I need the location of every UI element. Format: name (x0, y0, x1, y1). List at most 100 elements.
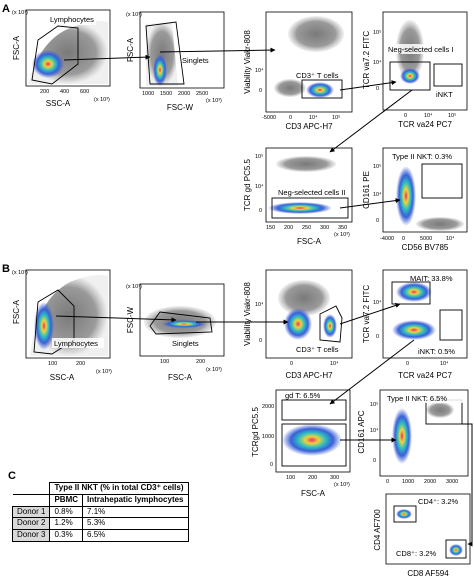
plot-a5: Neg-selected cells II 10⁵ 10⁴ 0 150 200 … (243, 147, 353, 246)
plot-a6-gate-label: Type II NKT: 0.3% (392, 152, 452, 161)
plot-b4-ylabel: TCR va7.2 FITC (362, 285, 371, 343)
plot-b1: Lymphocytes 100 200 (x 10³) (x 10³) SSC-… (12, 269, 112, 382)
plot-b5-ylabel: TCRgd PC5.5 (251, 407, 260, 457)
plot-b7-xlabel: CD8 AF594 (407, 569, 449, 578)
plot-a4: Neg-selected cells I iNKT 10⁵ 10⁴ 0 0 10… (362, 11, 468, 129)
plot-a6-xtick-0: -4000 (380, 236, 394, 242)
plot-b3-ylabel: Viability Viakr-808 (243, 282, 252, 346)
plot-b1-density-hot (34, 302, 54, 350)
arrow-b6-b7 (462, 423, 473, 547)
plot-a4-ylabel: TCR va7.2 FITC (362, 31, 371, 89)
plot-b5-ytick-2: 0 (270, 462, 273, 468)
plot-b6-xtick-3: 3000 (446, 479, 458, 485)
plot-a3: CD3⁺ T cells 10⁴ 0 -5000 0 10⁴ 10⁵ CD3 A… (243, 11, 353, 131)
plot-a5-xtick-3: 300 (320, 225, 329, 231)
type2-nkt-table: Type II NKT (% in total CD3⁺ cells) PBMC… (11, 482, 189, 542)
plot-b6-xtick-1: 1000 (402, 479, 414, 485)
plot-a2: Singlets 1000 1500 2000 2500 (x 10³) (x … (126, 11, 225, 112)
plot-b3-xtick-1: 10⁴ (330, 360, 339, 367)
plot-a1-xunit: (x 10³) (94, 97, 110, 103)
plot-b3-density-hot (323, 314, 337, 338)
plot-a3-density-top (288, 16, 344, 52)
plot-a4-xtick-2: 10⁵ (448, 112, 456, 119)
plot-a3-ytick-0: 10⁴ (255, 67, 264, 74)
plot-a2-xtick-0: 1000 (142, 91, 154, 97)
plot-a2-gate (145, 21, 185, 85)
plot-a6-ylabel: CD161 PE (362, 171, 371, 209)
plot-b4: MAIT: 33.8% iNKT: 0.5% 10⁴ 0 0 10⁴ TCR v… (362, 269, 468, 380)
arrow-a1-a2 (63, 54, 151, 61)
plot-b7-gate2-label: CD8⁺: 3.2% (396, 549, 437, 558)
plot-b5-xtick-2: 300 (330, 475, 339, 481)
plot-b3-xtick-0: 0 (290, 361, 293, 367)
plot-a5-xtick-4: 350 (338, 225, 347, 231)
plot-a6-xtick-1: 0 (402, 236, 405, 242)
plot-a4-ytick-2: 0 (376, 86, 379, 92)
plot-a2-xtick-1: 1500 (160, 91, 172, 97)
plot-b5-xtick-0: 100 (286, 475, 295, 481)
plot-b7-density-bottom (449, 544, 463, 556)
plot-b2-gate (149, 311, 213, 335)
plot-b5-gate-label: gd T: 6.5% (285, 391, 321, 400)
plot-a6-xtick-2: 5000 (420, 236, 432, 242)
cell-ihl: 5.3% (82, 517, 189, 531)
plot-a3-density-left (274, 79, 306, 97)
plot-a4-density-hot (400, 68, 420, 84)
row-label: Donor 2 (11, 517, 51, 531)
plot-a6-density-hot (396, 166, 416, 226)
plot-a5-density-hot (268, 202, 332, 214)
plot-a3-xtick-1: 0 (289, 115, 292, 121)
plot-b1-xtick-0: 100 (48, 361, 57, 367)
plot-a6-gate-label-bg (390, 151, 464, 161)
plot-a4-gate1-label: Neg-selected cells I (388, 45, 453, 54)
plot-a4-xtick-0: 0 (404, 113, 407, 119)
plot-b1-xunit: (x 10³) (96, 369, 112, 375)
plot-a1-xtick-1: 400 (60, 89, 69, 95)
plot-b4-gate1-label: MAIT: 33.8% (410, 274, 453, 283)
plot-a6: Type II NKT: 0.3% 10⁵ 10⁴ 0 -4000 0 5000… (362, 147, 468, 252)
plot-b2-xtick-0: 100 (160, 359, 169, 365)
plot-b1-gate (33, 289, 75, 355)
plot-b6-density-grey (426, 402, 454, 418)
plot-b4-xlabel: TCR va24 PC7 (398, 371, 452, 380)
plot-b6: Type II NKT: 6.5% 10⁵ 10⁴ 0 0 1000 2000 … (357, 389, 469, 485)
table-corner-2 (12, 494, 51, 507)
panel-letter-b: B (2, 263, 10, 275)
plot-a1-xtick-2: 600 (80, 89, 89, 95)
plot-b6-density-hot (392, 408, 412, 464)
plot-a6-ytick-0: 10⁵ (373, 163, 381, 170)
plot-b4-gate2 (439, 309, 463, 341)
table-row: Donor 2 1.2% 5.3% (11, 517, 189, 531)
plot-a6-xlabel: CD56 BV785 (402, 243, 449, 252)
plot-a3-gate-label: CD3⁺ T cells (296, 71, 339, 80)
plot-a4-gate2-label: iNKT (436, 90, 453, 99)
panel-letter-c: C (8, 470, 16, 482)
table-title: Type II NKT (% in total CD3⁺ cells) (49, 482, 189, 495)
plot-b5-gate-bottom (281, 423, 347, 467)
plot-a1-xlabel: SSC-A (46, 99, 71, 108)
plot-a5-xtick-1: 200 (284, 225, 293, 231)
plot-b1-xtick-1: 200 (76, 361, 85, 367)
plot-b4-xtick-1: 10⁴ (440, 360, 449, 367)
plot-b4-density-top (396, 282, 432, 302)
plot-a5-xtick-2: 250 (302, 225, 311, 231)
plot-b6-ylabel: CD161 APC (357, 410, 366, 453)
plot-b6-xtick-0: 0 (386, 479, 389, 485)
table-header-row: PBMC Intrahepatic lymphocytes (12, 493, 189, 507)
cell-pbmc: 0.3% (49, 529, 84, 542)
plot-a1-gate-label-bg (48, 14, 96, 25)
plot-a3-xlabel: CD3 APC-H7 (285, 122, 333, 131)
plot-b3-density-grey (278, 280, 330, 316)
plot-b6-ytick-2: 0 (373, 458, 376, 464)
plot-b4-gate1 (391, 281, 431, 305)
arrow-b1-b2 (55, 315, 177, 323)
plot-b7-gate1 (393, 505, 417, 523)
plot-a4-gate2 (433, 63, 463, 87)
plot-a5-gate (271, 197, 349, 219)
plot-a2-gate-label: Singlets (182, 56, 209, 65)
column-header-ihl: Intrahepatic lymphocytes (82, 493, 189, 507)
plot-a6-ytick-2: 0 (376, 218, 379, 224)
plot-a4-ytick-1: 10⁴ (373, 59, 382, 66)
arrow-b3-b4 (339, 303, 401, 325)
plot-a5-ytick-0: 10⁵ (255, 153, 263, 160)
